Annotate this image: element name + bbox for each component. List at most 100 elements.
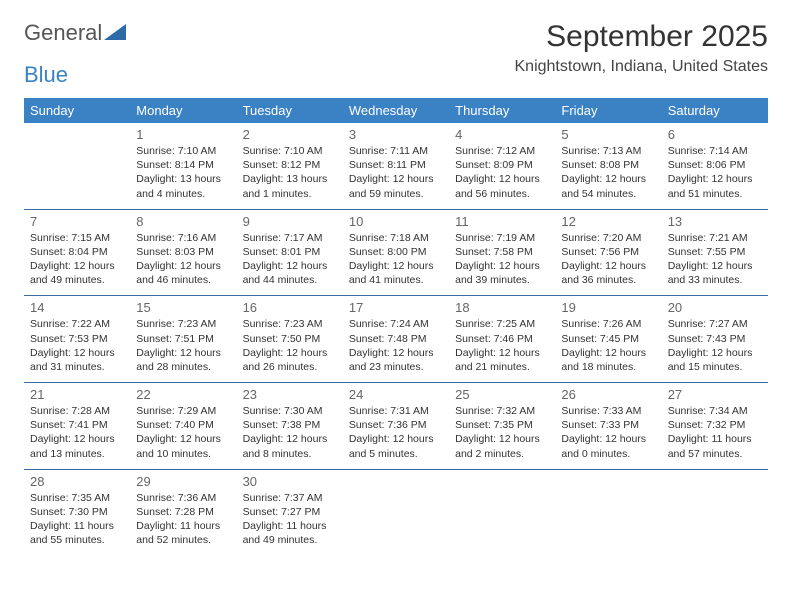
calendar-row: 14Sunrise: 7:22 AMSunset: 7:53 PMDayligh… (24, 296, 768, 383)
calendar-cell: 20 Sunrise: 7:27 AMSunset: 7:43 PMDayligh… (662, 296, 768, 383)
dayname-header: Wednesday (343, 98, 449, 123)
calendar-cell: 10 Sunrise: 7:18 AMSunset: 8:00 PMDayligh… (343, 209, 449, 296)
day-number: 1 (136, 127, 230, 142)
calendar-header: SundayMondayTuesdayWednesdayThursdayFrid… (24, 98, 768, 123)
day-number: 14 (30, 300, 124, 315)
dayname-header: Monday (130, 98, 236, 123)
triangle-icon (104, 20, 126, 46)
day-info: Sunrise: 7:11 AMSunset: 8:11 PMDaylight:… (349, 144, 443, 201)
day-info: Sunrise: 7:25 AMSunset: 7:46 PMDaylight:… (455, 317, 549, 374)
day-info: Sunrise: 7:16 AMSunset: 8:03 PMDaylight:… (136, 231, 230, 288)
calendar-table: SundayMondayTuesdayWednesdayThursdayFrid… (24, 98, 768, 555)
calendar-cell: 11 Sunrise: 7:19 AMSunset: 7:58 PMDayligh… (449, 209, 555, 296)
day-info: Sunrise: 7:13 AMSunset: 8:08 PMDaylight:… (561, 144, 655, 201)
calendar-cell: 24 Sunrise: 7:31 AMSunset: 7:36 PMDayligh… (343, 383, 449, 470)
calendar-cell (343, 469, 449, 555)
day-number: 2 (243, 127, 337, 142)
day-number: 21 (30, 387, 124, 402)
day-number: 3 (349, 127, 443, 142)
dayname-header: Saturday (662, 98, 768, 123)
dayname-header: Thursday (449, 98, 555, 123)
day-number: 20 (668, 300, 762, 315)
day-info: Sunrise: 7:35 AMSunset: 7:30 PMDaylight:… (30, 491, 124, 548)
day-number: 25 (455, 387, 549, 402)
day-info: Sunrise: 7:37 AMSunset: 7:27 PMDaylight:… (243, 491, 337, 548)
calendar-cell (662, 469, 768, 555)
dayname-header: Tuesday (237, 98, 343, 123)
calendar-cell: 14Sunrise: 7:22 AMSunset: 7:53 PMDayligh… (24, 296, 130, 383)
day-number: 5 (561, 127, 655, 142)
day-number: 24 (349, 387, 443, 402)
calendar-cell: 4Sunrise: 7:12 AMSunset: 8:09 PMDaylight… (449, 123, 555, 209)
day-number: 26 (561, 387, 655, 402)
calendar-cell: 27 Sunrise: 7:34 AMSunset: 7:32 PMDayligh… (662, 383, 768, 470)
day-info: Sunrise: 7:34 AMSunset: 7:32 PMDaylight:… (668, 404, 762, 461)
logo: General (24, 20, 126, 46)
day-number: 28 (30, 474, 124, 489)
calendar-cell (555, 469, 661, 555)
day-info: Sunrise: 7:29 AMSunset: 7:40 PMDaylight:… (136, 404, 230, 461)
calendar-row: 28 Sunrise: 7:35 AMSunset: 7:30 PMDayligh… (24, 469, 768, 555)
calendar-cell: 23 Sunrise: 7:30 AMSunset: 7:38 PMDayligh… (237, 383, 343, 470)
day-number: 29 (136, 474, 230, 489)
day-info: Sunrise: 7:21 AMSunset: 7:55 PMDaylight:… (668, 231, 762, 288)
calendar-cell: 6Sunrise: 7:14 AMSunset: 8:06 PMDaylight… (662, 123, 768, 209)
day-number: 16 (243, 300, 337, 315)
calendar-cell: 5 Sunrise: 7:13 AMSunset: 8:08 PMDaylight… (555, 123, 661, 209)
calendar-cell: 22Sunrise: 7:29 AMSunset: 7:40 PMDayligh… (130, 383, 236, 470)
dayname-header: Friday (555, 98, 661, 123)
day-info: Sunrise: 7:12 AMSunset: 8:09 PMDaylight:… (455, 144, 549, 201)
calendar-row: 21 Sunrise: 7:28 AMSunset: 7:41 PMDayligh… (24, 383, 768, 470)
day-info: Sunrise: 7:10 AMSunset: 8:12 PMDaylight:… (243, 144, 337, 201)
page-title: September 2025 (515, 20, 769, 54)
day-number: 13 (668, 214, 762, 229)
calendar-cell: 2 Sunrise: 7:10 AMSunset: 8:12 PMDaylight… (237, 123, 343, 209)
day-number: 17 (349, 300, 443, 315)
day-number: 18 (455, 300, 549, 315)
calendar-cell: 7Sunrise: 7:15 AMSunset: 8:04 PMDaylight… (24, 209, 130, 296)
calendar-cell: 16Sunrise: 7:23 AMSunset: 7:50 PMDayligh… (237, 296, 343, 383)
day-info: Sunrise: 7:27 AMSunset: 7:43 PMDaylight:… (668, 317, 762, 374)
day-info: Sunrise: 7:30 AMSunset: 7:38 PMDaylight:… (243, 404, 337, 461)
day-number: 12 (561, 214, 655, 229)
calendar-cell (449, 469, 555, 555)
calendar-cell: 25 Sunrise: 7:32 AMSunset: 7:35 PMDayligh… (449, 383, 555, 470)
day-number: 27 (668, 387, 762, 402)
calendar-cell: 19Sunrise: 7:26 AMSunset: 7:45 PMDayligh… (555, 296, 661, 383)
day-number: 30 (243, 474, 337, 489)
calendar-cell: 3 Sunrise: 7:11 AMSunset: 8:11 PMDaylight… (343, 123, 449, 209)
day-info: Sunrise: 7:28 AMSunset: 7:41 PMDaylight:… (30, 404, 124, 461)
calendar-cell: 26Sunrise: 7:33 AMSunset: 7:33 PMDayligh… (555, 383, 661, 470)
calendar-cell: 30 Sunrise: 7:37 AMSunset: 7:27 PMDayligh… (237, 469, 343, 555)
day-number: 10 (349, 214, 443, 229)
day-info: Sunrise: 7:15 AMSunset: 8:04 PMDaylight:… (30, 231, 124, 288)
day-info: Sunrise: 7:36 AMSunset: 7:28 PMDaylight:… (136, 491, 230, 548)
calendar-cell: 17 Sunrise: 7:24 AMSunset: 7:48 PMDayligh… (343, 296, 449, 383)
day-number: 9 (243, 214, 337, 229)
calendar-cell: 1 Sunrise: 7:10 AMSunset: 8:14 PMDaylight… (130, 123, 236, 209)
day-number: 15 (136, 300, 230, 315)
day-info: Sunrise: 7:10 AMSunset: 8:14 PMDaylight:… (136, 144, 230, 201)
day-info: Sunrise: 7:17 AMSunset: 8:01 PMDaylight:… (243, 231, 337, 288)
calendar-row: 1 Sunrise: 7:10 AMSunset: 8:14 PMDaylight… (24, 123, 768, 209)
day-info: Sunrise: 7:19 AMSunset: 7:58 PMDaylight:… (455, 231, 549, 288)
day-info: Sunrise: 7:32 AMSunset: 7:35 PMDaylight:… (455, 404, 549, 461)
calendar-cell: 18 Sunrise: 7:25 AMSunset: 7:46 PMDayligh… (449, 296, 555, 383)
day-info: Sunrise: 7:31 AMSunset: 7:36 PMDaylight:… (349, 404, 443, 461)
day-number: 11 (455, 214, 549, 229)
day-info: Sunrise: 7:24 AMSunset: 7:48 PMDaylight:… (349, 317, 443, 374)
dayname-header: Sunday (24, 98, 130, 123)
calendar-cell: 13 Sunrise: 7:21 AMSunset: 7:55 PMDayligh… (662, 209, 768, 296)
day-info: Sunrise: 7:14 AMSunset: 8:06 PMDaylight:… (668, 144, 762, 201)
calendar-cell: 9 Sunrise: 7:17 AMSunset: 8:01 PMDaylight… (237, 209, 343, 296)
day-info: Sunrise: 7:23 AMSunset: 7:51 PMDaylight:… (136, 317, 230, 374)
calendar-body: 1 Sunrise: 7:10 AMSunset: 8:14 PMDaylight… (24, 123, 768, 555)
calendar-row: 7Sunrise: 7:15 AMSunset: 8:04 PMDaylight… (24, 209, 768, 296)
calendar-cell: 12Sunrise: 7:20 AMSunset: 7:56 PMDayligh… (555, 209, 661, 296)
calendar-cell: 28 Sunrise: 7:35 AMSunset: 7:30 PMDayligh… (24, 469, 130, 555)
calendar-cell (24, 123, 130, 209)
title-block: September 2025 Knightstown, Indiana, Uni… (515, 20, 769, 76)
day-info: Sunrise: 7:18 AMSunset: 8:00 PMDaylight:… (349, 231, 443, 288)
day-number: 23 (243, 387, 337, 402)
calendar-cell: 15 Sunrise: 7:23 AMSunset: 7:51 PMDayligh… (130, 296, 236, 383)
